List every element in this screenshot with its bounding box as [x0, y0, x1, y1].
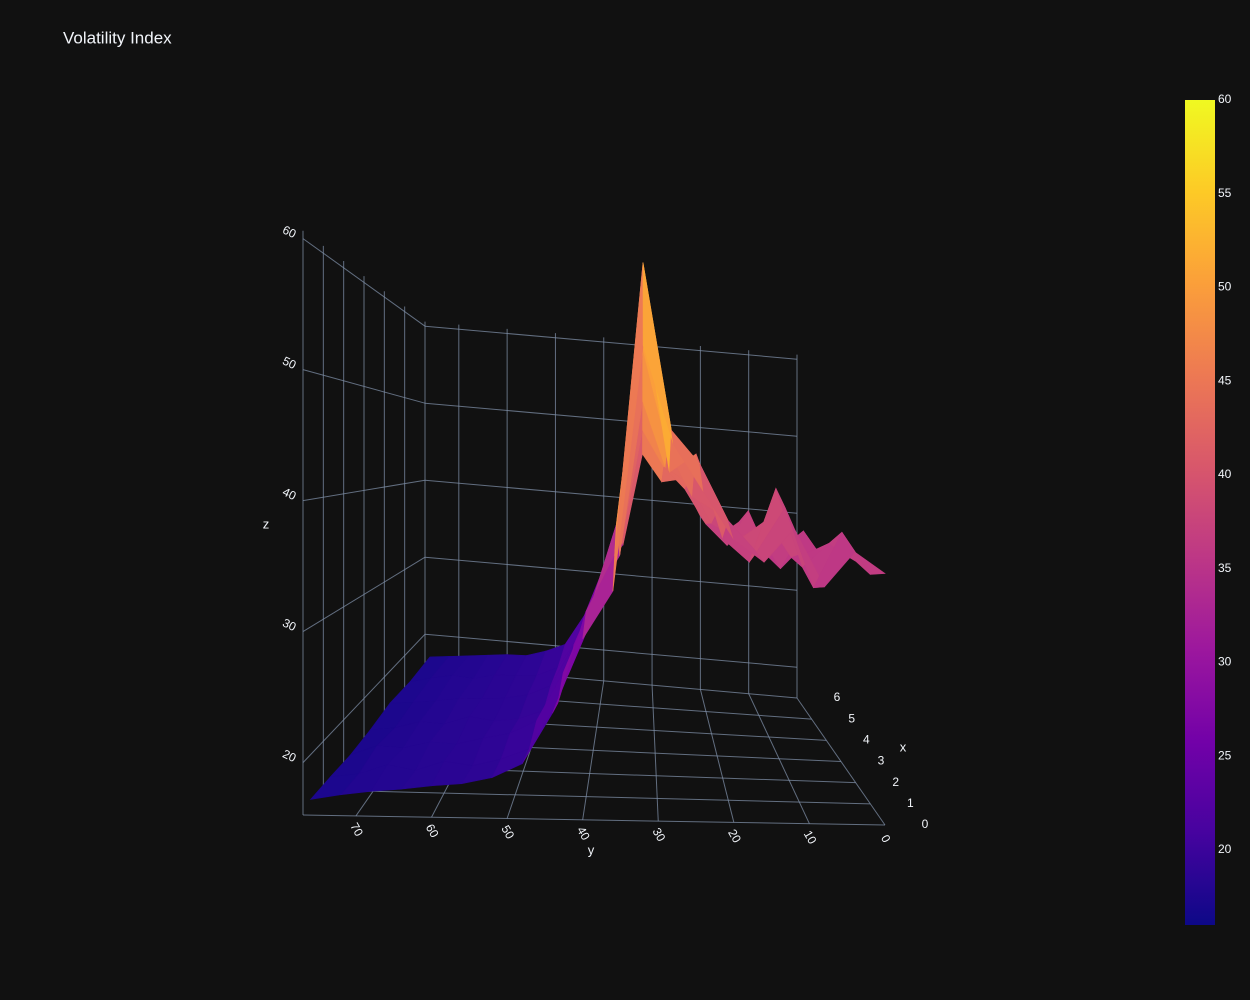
y-tick-label: 0: [878, 832, 894, 845]
x-tick-label: 2: [892, 775, 899, 789]
y-tick-label: 60: [423, 822, 442, 841]
y-tick-label: 40: [574, 824, 593, 843]
y-tick-label: 20: [725, 827, 744, 846]
surface-patch: [841, 532, 886, 575]
colorbar-tick-label: 45: [1218, 373, 1232, 387]
back-wall-grid: [424, 402, 798, 437]
z-tick-label: 20: [280, 747, 298, 765]
y-axis-title: y: [588, 842, 595, 857]
x-axis-title: x: [900, 739, 907, 754]
x-tick-label: 6: [834, 690, 841, 704]
back-wall-grid: [424, 325, 798, 360]
z-axis-title: z: [263, 516, 270, 531]
y-tick-label: 30: [650, 825, 669, 844]
floor-grid: [323, 789, 871, 805]
surface-patch: [582, 555, 615, 640]
z-tick-label: 60: [280, 223, 298, 241]
colorbar-tick-label: 35: [1218, 561, 1232, 575]
x-tick-label: 5: [848, 711, 855, 725]
x-tick-label: 1: [907, 796, 914, 810]
z-tick-label: 40: [280, 485, 298, 503]
colorbar: [1185, 100, 1215, 925]
x-tick-label: 0: [922, 817, 929, 831]
colorbar-tick-label: 50: [1218, 280, 1232, 294]
y-tick-label: 10: [801, 828, 820, 847]
colorbar-tick-label: 60: [1218, 92, 1232, 106]
y-tick-label: 50: [498, 823, 517, 842]
colorbar-tick-label: 20: [1218, 842, 1232, 856]
colorbar-tick-label: 25: [1218, 748, 1232, 762]
chart-title: Volatility Index: [63, 28, 172, 47]
back-wall-grid: [424, 633, 798, 668]
colorbar-tick-label: 55: [1218, 186, 1232, 200]
x-tick-label: 3: [878, 754, 885, 768]
y-tick-label: 70: [347, 820, 366, 839]
floor-grid: [302, 814, 886, 826]
colorbar-tick-label: 30: [1218, 655, 1232, 669]
colorbar-tick-label: 40: [1218, 467, 1232, 481]
x-tick-label: 4: [863, 733, 870, 747]
z-tick-label: 30: [280, 616, 298, 634]
z-tick-label: 50: [280, 354, 298, 372]
back-wall-grid: [424, 479, 798, 514]
